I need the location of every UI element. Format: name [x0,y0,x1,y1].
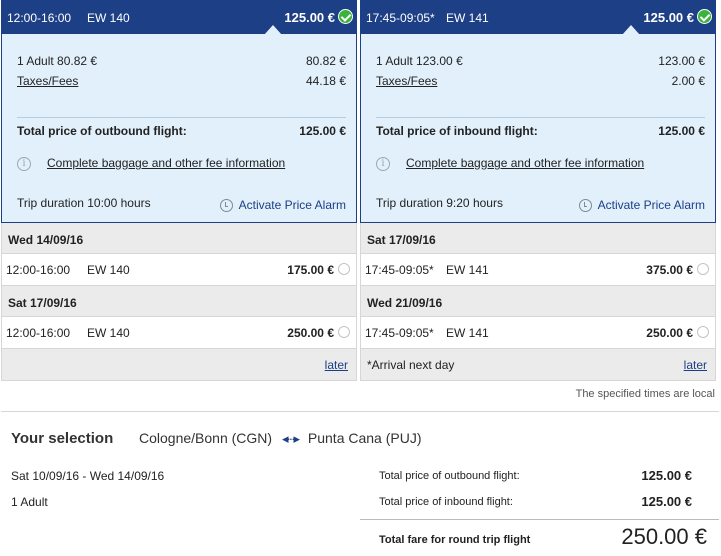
outbound-total-value: 125.00 € [641,468,692,483]
option-price: 250.00 € [287,326,334,340]
baggage-info-row: i Complete baggage and other fee informat… [17,156,346,171]
price-alarm-button[interactable]: Activate Price Alarm [578,198,705,213]
pointer-notch [264,25,282,35]
duration-row: Trip duration 10:00 hours [17,196,346,210]
divider [376,117,705,118]
flight-time: 17:45-09:05* [366,11,435,25]
select-radio[interactable] [697,263,709,275]
total-label: Total price of outbound flight: [17,124,187,138]
selected-check-icon [338,9,353,24]
route: Cologne/Bonn (CGN) ◂···▸ Punta Cana (PUJ… [139,430,422,447]
option-time: 17:45-09:05* [365,263,434,277]
adult-price-value: 123.00 € [658,54,705,68]
inbound-footer: *Arrival next day later [360,349,716,381]
flight-option[interactable]: 17:45-09:05* EW 141 375.00 € [360,254,716,286]
date-header: Sat 17/09/16 [1,286,357,317]
alarm-clock-icon [578,199,592,213]
outbound-selected-flight[interactable]: 12:00-16:00 EW 140 125.00 € [1,0,357,35]
option-time: 12:00-16:00 [6,263,71,277]
inbound-total-label: Total price of inbound flight: [379,496,513,508]
outbound-column: 12:00-16:00 EW 140 125.00 € 1 Adult 80.8… [1,0,357,381]
your-selection-panel: Your selection Cologne/Bonn (CGN) ◂···▸ … [1,411,719,556]
origin: Cologne/Bonn (CGN) [139,430,273,446]
option-flight: EW 141 [446,326,489,340]
total-value: 125.00 € [658,124,705,138]
grand-total-label: Total fare for round trip flight [379,534,531,546]
pointer-notch [622,25,640,35]
destination: Punta Cana (PUJ) [307,430,422,446]
flight-price: 125.00 € [643,10,694,25]
select-radio[interactable] [338,263,350,275]
total-value: 125.00 € [299,124,346,138]
inbound-total-value: 125.00 € [641,494,692,509]
selected-check-icon [697,9,712,24]
round-trip-plane-icon: ◂···▸ [281,431,300,446]
date-header: Sat 17/09/16 [360,223,716,254]
travel-dates: Sat 10/09/16 - Wed 14/09/16 [11,469,165,483]
adult-price-row: 1 Adult 123.00 € 123.00 € [376,54,705,68]
grand-total-value: 250.00 € [621,524,707,549]
select-radio[interactable] [338,326,350,338]
inbound-selected-flight[interactable]: 17:45-09:05* EW 141 125.00 € [360,0,716,35]
option-price: 250.00 € [646,326,693,340]
option-time: 12:00-16:00 [6,326,71,340]
adult-price-row: 1 Adult 80.82 € 80.82 € [17,54,346,68]
taxes-fees-value: 44.18 € [305,74,346,88]
select-radio[interactable] [697,326,709,338]
flight-time: 12:00-16:00 [7,11,72,25]
divider [17,117,346,118]
outbound-price-details: 1 Adult 80.82 € 80.82 € Taxes/Fees 44.18… [1,34,357,223]
option-price: 175.00 € [287,263,334,277]
baggage-info-row: i Complete baggage and other fee informat… [376,156,705,171]
baggage-info-link[interactable]: Complete baggage and other fee informati… [47,156,286,170]
later-link[interactable]: later [683,358,707,372]
option-flight: EW 140 [87,263,130,277]
taxes-row: Taxes/Fees 44.18 € [17,74,346,88]
duration-row: Trip duration 9:20 hours [376,196,705,210]
flight-option[interactable]: 12:00-16:00 EW 140 175.00 € [1,254,357,286]
price-alarm-label: Activate Price Alarm [238,198,346,212]
price-alarm-label: Activate Price Alarm [597,198,705,212]
flight-number: EW 141 [446,11,489,25]
outbound-footer: later [1,349,357,381]
selection-title: Your selection [11,430,114,447]
alarm-clock-icon [219,199,233,213]
info-icon: i [376,156,390,171]
total-row: Total price of outbound flight: 125.00 € [17,124,346,138]
adult-price-label: 1 Adult 123.00 € [376,54,463,68]
taxes-fees-link[interactable]: Taxes/Fees [17,74,79,88]
flight-option[interactable]: 17:45-09:05* EW 141 250.00 € [360,317,716,349]
taxes-fees-link[interactable]: Taxes/Fees [376,74,438,88]
arrival-next-day-note: *Arrival next day [367,358,455,372]
flight-number: EW 140 [87,11,130,25]
price-alarm-button[interactable]: Activate Price Alarm [219,198,346,213]
option-time: 17:45-09:05* [365,326,434,340]
taxes-fees-value: 2.00 € [671,74,705,88]
flight-option[interactable]: 12:00-16:00 EW 140 250.00 € [1,317,357,349]
later-link[interactable]: later [324,358,348,372]
option-flight: EW 140 [87,326,130,340]
local-times-note: The specified times are local [575,388,715,400]
inbound-column: 17:45-09:05* EW 141 125.00 € 1 Adult 123… [360,0,716,381]
divider [360,519,719,520]
trip-duration: Trip duration 10:00 hours [17,196,151,210]
option-flight: EW 141 [446,263,489,277]
info-icon: i [17,156,31,171]
total-row: Total price of inbound flight: 125.00 € [376,124,705,138]
taxes-row: Taxes/Fees 2.00 € [376,74,705,88]
adult-price-label: 1 Adult 80.82 € [17,54,98,68]
date-header: Wed 14/09/16 [1,223,357,254]
adult-price-value: 80.82 € [305,54,346,68]
total-label: Total price of inbound flight: [376,124,538,138]
flight-price: 125.00 € [284,10,335,25]
baggage-info-link[interactable]: Complete baggage and other fee informati… [406,156,645,170]
date-header: Wed 21/09/16 [360,286,716,317]
passenger-count: 1 Adult [11,495,48,509]
trip-duration: Trip duration 9:20 hours [376,196,503,210]
option-price: 375.00 € [646,263,693,277]
inbound-price-details: 1 Adult 123.00 € 123.00 € Taxes/Fees 2.0… [360,34,716,223]
outbound-total-label: Total price of outbound flight: [379,470,520,482]
